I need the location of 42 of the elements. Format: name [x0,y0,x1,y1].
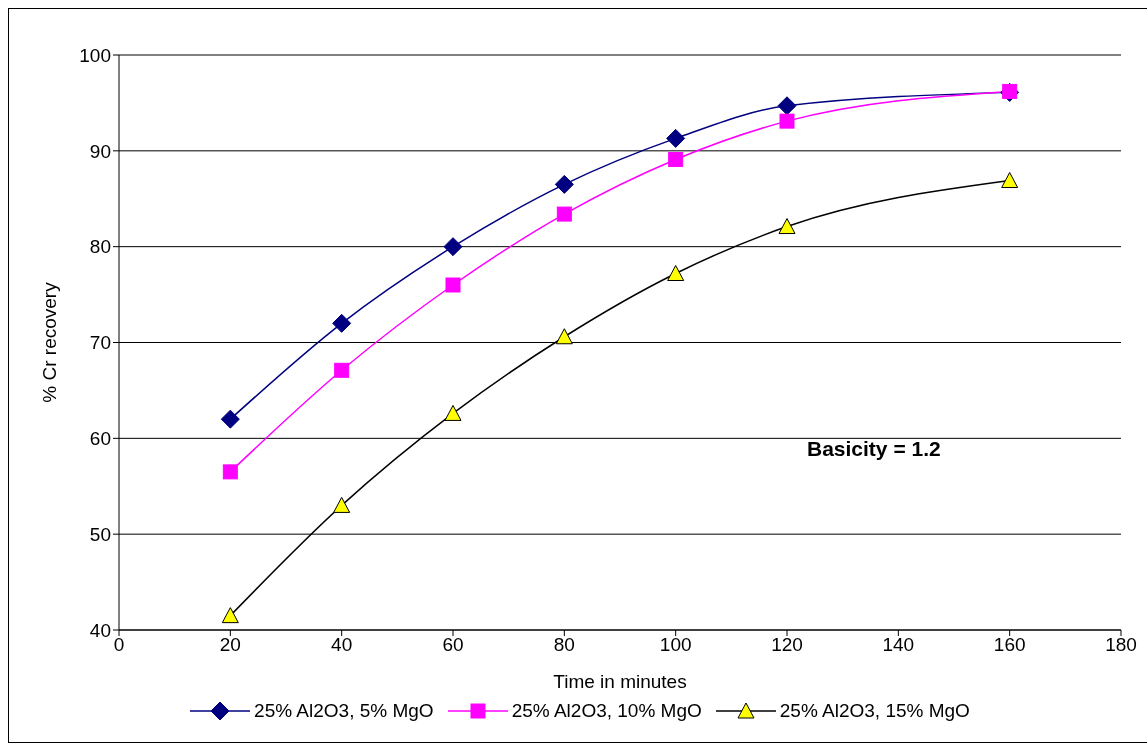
point [220,409,240,429]
point [555,328,573,345]
legend-label: 25% Al2O3, 10% MgO [511,700,702,722]
x-tick-label: 80 [553,634,575,656]
y-tick-label: 70 [89,332,111,354]
point [556,206,572,222]
legend-label: 25% Al2O3, 15% MgO [779,700,970,722]
y-tick-label: 90 [89,140,111,162]
point [778,218,796,235]
point [779,113,795,129]
x-tick-label: 120 [771,634,803,656]
point [332,313,352,333]
x-tick-label: 180 [1105,634,1137,656]
point [1001,172,1019,189]
x-tick-label: 20 [219,634,241,656]
point [554,174,574,194]
x-axis-title: Time in minutes [553,671,687,692]
point [445,277,461,293]
y-tick-label: 60 [89,428,111,450]
legend-label: 25% Al2O3, 5% MgO [254,700,434,722]
point [443,237,463,257]
y-tick-label: 50 [89,523,111,545]
y-axis-title: % Cr recovery [38,281,60,403]
x-tick-label: 160 [993,634,1026,656]
x-tick-label: 140 [882,634,915,656]
point [333,496,351,513]
point [668,151,684,167]
point [334,362,350,378]
point [666,128,686,148]
point [444,404,462,421]
x-tick-label: 100 [659,634,692,656]
point [777,96,797,116]
x-tick-label: 60 [442,634,464,656]
y-tick-label: 100 [79,44,111,66]
point [221,607,239,624]
x-tick-label: 0 [113,634,125,656]
y-tick-label: 40 [89,619,111,641]
point [667,265,685,281]
x-tick-label: 40 [331,634,353,656]
y-tick-label: 80 [89,236,111,258]
point [222,464,238,480]
annotation: Basicity = 1.2 [807,437,941,461]
